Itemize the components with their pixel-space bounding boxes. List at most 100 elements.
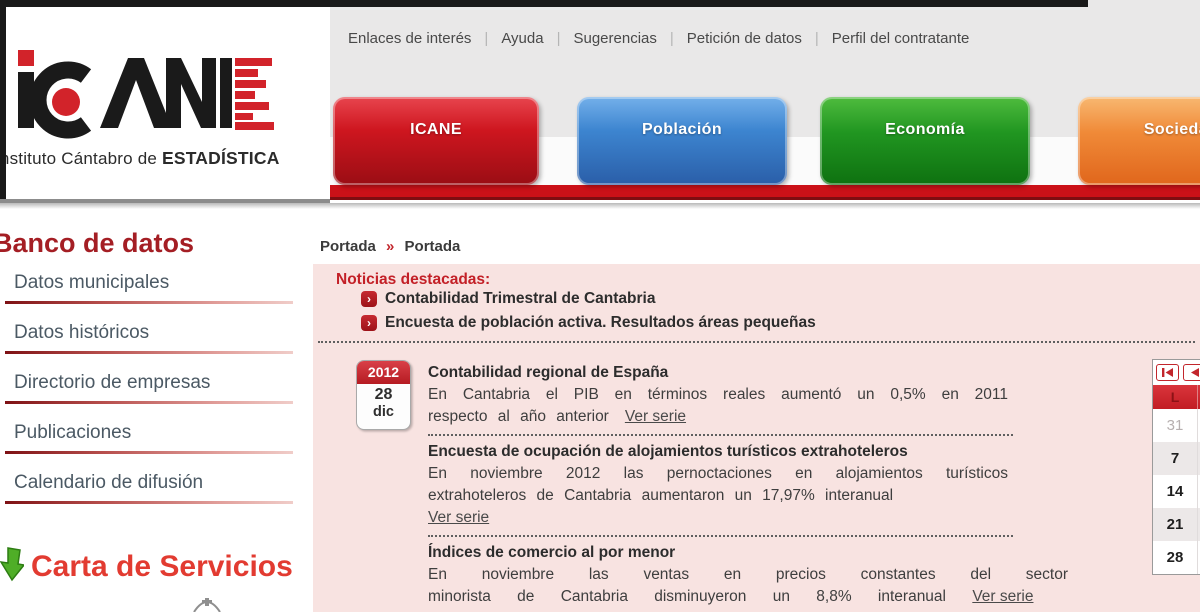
header-shadow xyxy=(0,203,1200,209)
sidebar-title: Banco de datos xyxy=(0,228,195,258)
left-black-bar xyxy=(0,0,6,199)
carta-de-servicios-link[interactable]: Carta de Servicios xyxy=(0,546,293,587)
crest-icon xyxy=(190,598,224,612)
calendar-day-cell: 31 xyxy=(1153,409,1198,442)
date-badge: 2012 28 dic xyxy=(356,360,411,430)
sidebar-item-label: Datos municipales xyxy=(14,272,170,293)
ver-serie-link[interactable]: Ver serie xyxy=(972,588,1034,605)
tab-sociedad[interactable]: Sociedad xyxy=(1078,97,1200,185)
news-panel: Noticias destacadas: › Contabilidad Trim… xyxy=(313,264,1200,612)
news-list: Contabilidad regional de España En Canta… xyxy=(428,359,1073,608)
date-badge-day: 28 xyxy=(374,386,393,403)
calendar-nav xyxy=(1153,360,1200,385)
nav-perfil-contratante[interactable]: Perfil del contratante xyxy=(831,30,970,47)
calendar-day-cell[interactable]: 28 xyxy=(1153,541,1198,574)
ver-serie-link[interactable]: Ver serie xyxy=(428,509,490,526)
calendar-day-cell[interactable]: 7 xyxy=(1153,442,1198,475)
calendar-first-button[interactable] xyxy=(1156,364,1179,381)
prev-icon xyxy=(1191,368,1199,377)
tab-icane[interactable]: ICANE xyxy=(333,97,539,185)
nav-separator: | xyxy=(556,30,561,47)
noticia-label: Encuesta de población activa. Resultados… xyxy=(385,314,816,331)
dotted-divider xyxy=(428,535,1013,537)
carta-de-servicios-label: Carta de Servicios xyxy=(31,549,293,583)
news-item-linkrow: Ver serie xyxy=(428,507,1008,529)
news-item-text: En noviembre 2012 las pernoctaciones en … xyxy=(428,465,1008,504)
noticias-title: Noticias destacadas: xyxy=(336,271,491,288)
news-item-text: En Cantabria el PIB en términos reales a… xyxy=(428,386,1008,425)
calendar-widget: L 31 7 14 21 28 xyxy=(1152,359,1200,575)
chevron-bullet-icon: › xyxy=(361,315,377,331)
calendar-week-row: 31 xyxy=(1153,409,1200,442)
sidebar-item-calendario-difusion[interactable]: Calendario de difusión xyxy=(0,470,300,520)
header-edge-line xyxy=(0,199,330,203)
chevron-bullet-icon: › xyxy=(361,291,377,307)
download-arrow-icon xyxy=(0,546,26,587)
noticia-label: Contabilidad Trimestral de Cantabria xyxy=(385,290,656,307)
news-item-title: Encuesta de ocupación de alojamientos tu… xyxy=(428,443,908,460)
noticia-destacada-contabilidad[interactable]: › Contabilidad Trimestral de Cantabria xyxy=(361,290,655,308)
noticia-destacada-epa[interactable]: › Encuesta de población activa. Resultad… xyxy=(361,314,816,332)
sidebar-divider xyxy=(5,401,293,404)
icane-logo[interactable] xyxy=(14,40,274,145)
sidebar: Banco de datos Datos municipales Datos h… xyxy=(0,209,310,612)
calendar-header-row: L xyxy=(1153,385,1200,409)
ver-serie-link[interactable]: Ver serie xyxy=(624,408,687,425)
calendar-prev-button[interactable] xyxy=(1183,364,1200,381)
news-item: Índices de comercio al por menor En novi… xyxy=(428,542,1073,608)
news-item-body: En noviembre 2012 las pernoctaciones en … xyxy=(428,463,1008,507)
sidebar-divider xyxy=(5,301,293,304)
dotted-divider xyxy=(428,434,1013,436)
news-item-title: Índices de comercio al por menor xyxy=(428,544,676,561)
sidebar-item-label: Publicaciones xyxy=(14,422,132,443)
calendar-week-row: 28 xyxy=(1153,541,1200,574)
sidebar-divider xyxy=(5,451,293,454)
nav-sugerencias[interactable]: Sugerencias xyxy=(573,30,657,47)
nav-peticion-datos[interactable]: Petición de datos xyxy=(686,30,802,47)
logo-subtitle-bold: ESTADÍSTICA xyxy=(161,148,280,168)
dotted-divider-full xyxy=(318,341,1195,343)
calendar-week-row: 14 xyxy=(1153,475,1200,508)
calendar-day-cell[interactable]: 21 xyxy=(1153,508,1198,541)
calendar-day-cell[interactable]: 14 xyxy=(1153,475,1198,508)
breadcrumb: Portada » Portada xyxy=(320,238,460,255)
sidebar-menu: Datos municipales Datos históricos Direc… xyxy=(0,270,300,520)
date-badge-month: dic xyxy=(373,404,394,420)
breadcrumb-separator: » xyxy=(386,238,395,255)
logo-subtitle-regular: Instituto Cántabro de xyxy=(0,149,158,168)
tab-economia[interactable]: Economía xyxy=(820,97,1030,185)
top-utility-nav: Enlaces de interés | Ayuda | Sugerencias… xyxy=(348,30,969,47)
sidebar-item-directorio-empresas[interactable]: Directorio de empresas xyxy=(0,370,300,420)
news-item-title: Contabilidad regional de España xyxy=(428,364,669,381)
nav-separator: | xyxy=(484,30,489,47)
sidebar-item-datos-municipales[interactable]: Datos municipales xyxy=(0,270,300,320)
logo-panel: Instituto Cántabro de ESTADÍSTICA xyxy=(0,0,330,199)
news-item-text: En noviembre las ventas en precios const… xyxy=(428,566,1068,605)
breadcrumb-current: Portada xyxy=(404,238,461,255)
calendar-week-row: 7 xyxy=(1153,442,1200,475)
news-item-body: En Cantabria el PIB en términos reales a… xyxy=(428,384,1008,428)
nav-ayuda[interactable]: Ayuda xyxy=(501,30,544,47)
sidebar-item-label: Directorio de empresas xyxy=(14,372,211,393)
news-item: Encuesta de ocupación de alojamientos tu… xyxy=(428,441,1073,537)
nav-enlaces[interactable]: Enlaces de interés xyxy=(348,30,472,47)
nav-separator: | xyxy=(814,30,819,47)
nav-separator: | xyxy=(669,30,674,47)
sidebar-item-label: Datos históricos xyxy=(14,322,150,343)
sidebar-item-label: Calendario de difusión xyxy=(14,472,204,493)
tab-poblacion[interactable]: Población xyxy=(577,97,787,185)
calendar-day-header: L xyxy=(1153,385,1198,409)
sidebar-item-publicaciones[interactable]: Publicaciones xyxy=(0,420,300,470)
top-black-bar xyxy=(0,0,1088,7)
header-red-bar xyxy=(330,185,1200,200)
logo-subtitle: Instituto Cántabro de ESTADÍSTICA xyxy=(0,148,325,169)
sidebar-divider xyxy=(5,501,293,504)
breadcrumb-home[interactable]: Portada xyxy=(320,238,376,255)
calendar-week-row: 21 xyxy=(1153,508,1200,541)
news-item: Contabilidad regional de España En Canta… xyxy=(428,362,1073,436)
skip-first-icon xyxy=(1162,368,1173,377)
sidebar-item-datos-historicos[interactable]: Datos históricos xyxy=(0,320,300,370)
news-item-body: En noviembre las ventas en precios const… xyxy=(428,564,1068,608)
date-badge-year: 2012 xyxy=(357,361,410,384)
